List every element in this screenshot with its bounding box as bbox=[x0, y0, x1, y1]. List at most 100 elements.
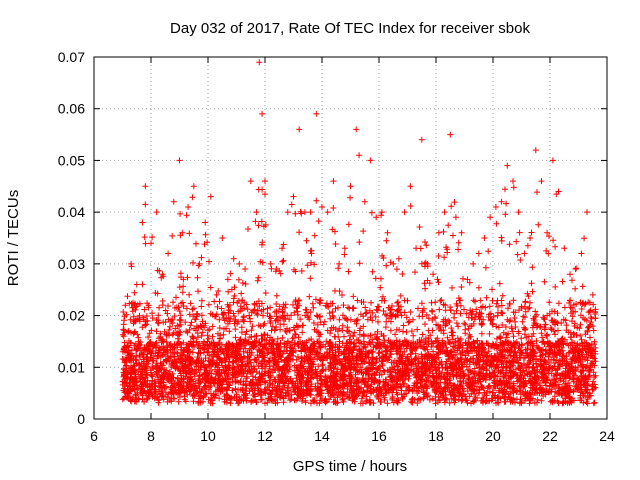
data-point bbox=[554, 371, 560, 378]
data-point bbox=[314, 380, 321, 387]
data-point bbox=[500, 374, 507, 380]
data-point bbox=[164, 310, 171, 317]
data-point bbox=[259, 186, 266, 193]
data-point bbox=[335, 334, 342, 340]
data-point bbox=[577, 332, 584, 339]
data-point bbox=[422, 285, 429, 292]
data-point bbox=[119, 396, 126, 403]
data-point bbox=[360, 323, 367, 330]
data-point bbox=[506, 241, 513, 248]
data-point bbox=[120, 309, 127, 315]
data-point bbox=[518, 400, 525, 407]
data-point bbox=[206, 258, 212, 265]
data-point bbox=[252, 218, 259, 225]
data-point bbox=[394, 299, 401, 306]
data-point bbox=[259, 239, 266, 246]
data-point bbox=[198, 312, 205, 319]
data-point bbox=[457, 310, 464, 317]
data-point bbox=[450, 232, 456, 239]
data-point bbox=[400, 380, 407, 387]
data-point bbox=[206, 301, 212, 308]
data-point bbox=[478, 330, 485, 337]
data-point bbox=[453, 320, 460, 327]
data-point bbox=[332, 287, 338, 294]
data-point bbox=[274, 335, 281, 342]
data-point bbox=[310, 320, 317, 326]
data-point bbox=[387, 327, 394, 334]
data-point bbox=[186, 311, 193, 318]
data-point bbox=[179, 289, 186, 296]
data-point bbox=[176, 284, 183, 291]
data-point bbox=[428, 343, 435, 350]
data-point bbox=[489, 286, 495, 293]
data-point bbox=[183, 305, 190, 312]
chart-title: Day 032 of 2017, Rate Of TEC Index for r… bbox=[170, 20, 530, 37]
data-point bbox=[225, 288, 232, 295]
data-point bbox=[470, 297, 477, 304]
data-point bbox=[292, 331, 299, 337]
data-point bbox=[571, 340, 577, 346]
data-point bbox=[303, 237, 310, 244]
data-point bbox=[526, 304, 533, 311]
data-point bbox=[414, 326, 421, 333]
data-point bbox=[177, 312, 184, 319]
data-point bbox=[142, 240, 149, 247]
data-point bbox=[447, 307, 454, 314]
data-point bbox=[397, 292, 404, 299]
data-point bbox=[306, 293, 313, 300]
data-point bbox=[296, 229, 303, 236]
data-point bbox=[441, 254, 448, 261]
data-point bbox=[436, 306, 443, 313]
data-point bbox=[120, 333, 127, 340]
data-point bbox=[493, 300, 500, 307]
data-point bbox=[542, 321, 549, 328]
data-point bbox=[369, 317, 376, 324]
data-point bbox=[309, 300, 316, 307]
data-point bbox=[195, 288, 201, 295]
data-point bbox=[220, 331, 227, 338]
data-point bbox=[173, 294, 179, 301]
data-point bbox=[552, 243, 559, 250]
data-point bbox=[280, 321, 287, 328]
data-point bbox=[280, 257, 287, 264]
data-point bbox=[522, 298, 529, 305]
data-point bbox=[561, 304, 568, 311]
data-point bbox=[170, 299, 176, 306]
data-point bbox=[435, 279, 442, 286]
data-point bbox=[461, 320, 468, 327]
data-point bbox=[383, 318, 390, 325]
data-point bbox=[313, 197, 320, 204]
data-point bbox=[566, 349, 573, 356]
data-point bbox=[516, 229, 523, 236]
data-point bbox=[187, 322, 194, 329]
data-point bbox=[495, 324, 502, 331]
data-point bbox=[569, 277, 575, 284]
data-point bbox=[141, 234, 148, 241]
data-point bbox=[205, 345, 212, 352]
data-point bbox=[332, 241, 339, 247]
data-point bbox=[176, 316, 183, 323]
data-point bbox=[525, 333, 532, 340]
data-points bbox=[119, 59, 599, 407]
data-point bbox=[311, 232, 318, 239]
data-point bbox=[524, 242, 531, 249]
data-point bbox=[592, 315, 599, 322]
data-point bbox=[193, 338, 200, 345]
data-point bbox=[534, 189, 540, 196]
data-point bbox=[361, 332, 367, 339]
data-point bbox=[401, 297, 408, 304]
data-point bbox=[455, 239, 462, 246]
data-point bbox=[262, 379, 269, 386]
data-point bbox=[363, 393, 370, 400]
data-point bbox=[510, 297, 517, 304]
data-point bbox=[528, 280, 535, 287]
data-point bbox=[393, 266, 400, 273]
data-point bbox=[350, 293, 357, 300]
data-point bbox=[247, 315, 253, 322]
data-point bbox=[298, 268, 305, 274]
data-point bbox=[194, 274, 201, 281]
data-point bbox=[407, 309, 414, 315]
data-point bbox=[477, 297, 484, 304]
data-point bbox=[529, 264, 536, 271]
data-point bbox=[162, 307, 169, 314]
